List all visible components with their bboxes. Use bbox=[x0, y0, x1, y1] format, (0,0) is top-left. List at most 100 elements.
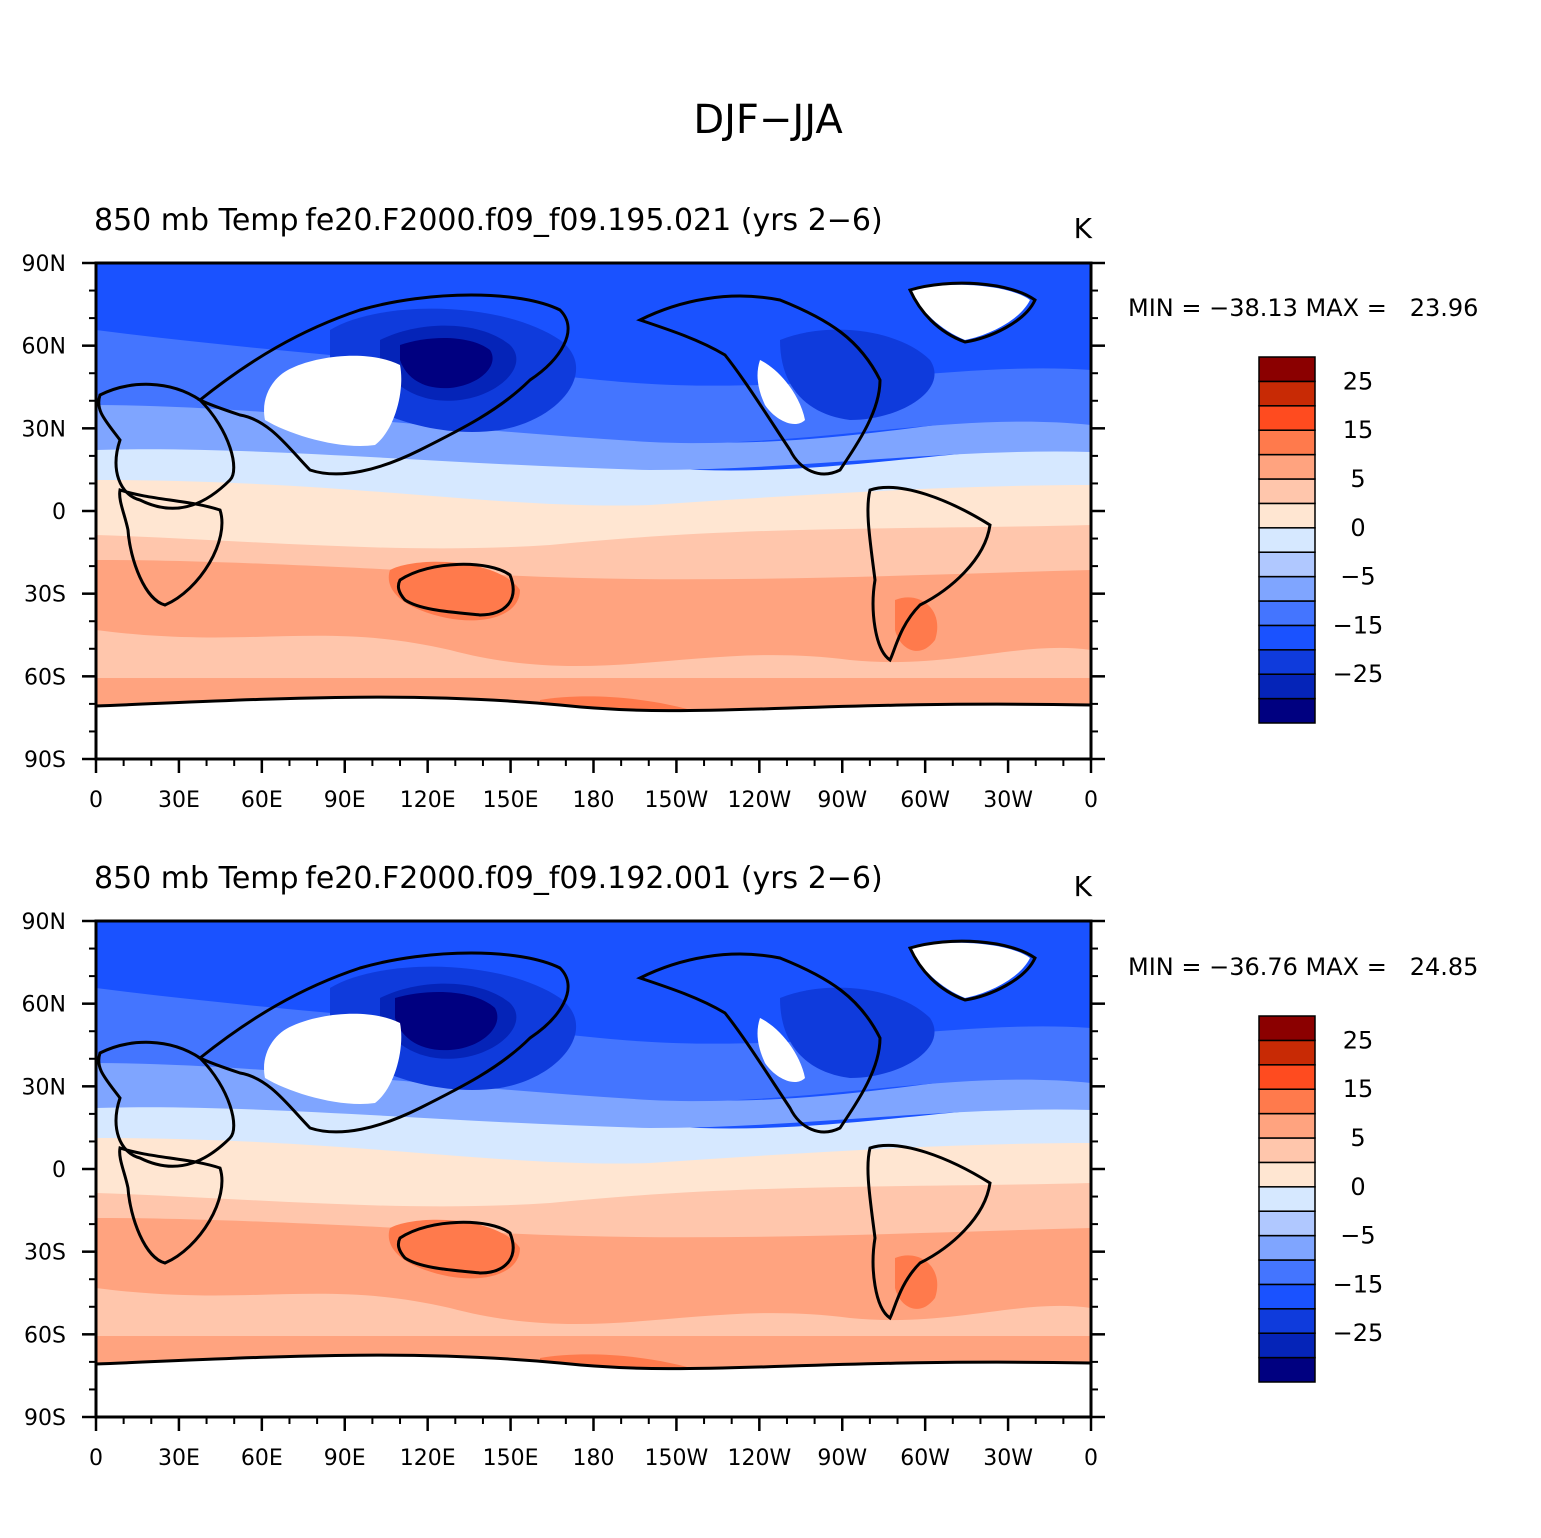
lon-tick-label: 150W bbox=[645, 1446, 709, 1471]
colorbar-box bbox=[1258, 624, 1316, 651]
lat-tick-label: 0 bbox=[52, 500, 66, 525]
colorbar-box bbox=[1258, 1064, 1316, 1090]
lon-tick-label: 0 bbox=[89, 1446, 103, 1471]
colorbar-box bbox=[1258, 1308, 1316, 1334]
lon-tick-label: 60W bbox=[900, 1446, 950, 1471]
colorbar-box bbox=[1258, 1137, 1316, 1164]
colorbar-tick-label: −15 bbox=[1333, 611, 1384, 639]
colorbar-tick-label: 0 bbox=[1350, 1173, 1365, 1201]
coastlines bbox=[96, 939, 1091, 1371]
min-max-stats: MIN = −38.13 MAX = 23.96 bbox=[1128, 294, 1478, 322]
map-field bbox=[96, 263, 1091, 759]
colorbar-tick-label: −5 bbox=[1340, 563, 1375, 591]
colorbar-box bbox=[1258, 697, 1316, 724]
lon-tick-label: 60W bbox=[900, 788, 950, 813]
colorbar-tick-label: −25 bbox=[1333, 1319, 1384, 1347]
lon-tick-label: 120E bbox=[400, 1446, 456, 1471]
lon-tick-label: 180 bbox=[573, 1446, 615, 1471]
lat-tick-label: 30N bbox=[22, 417, 66, 442]
panel-units-label: K bbox=[1074, 870, 1093, 903]
colorbar-box bbox=[1258, 1283, 1316, 1310]
lat-tick-label: 60N bbox=[22, 335, 66, 360]
colorbar-box bbox=[1258, 1259, 1316, 1286]
colorbar-box bbox=[1258, 575, 1316, 602]
colorbar-box bbox=[1258, 1332, 1316, 1359]
lat-tick-label: 90S bbox=[24, 748, 66, 773]
colorbar-box bbox=[1258, 673, 1316, 700]
colorbar-box bbox=[1258, 1112, 1316, 1139]
panel-units-label: K bbox=[1074, 212, 1093, 245]
coastlines bbox=[96, 281, 1091, 713]
lon-tick-label: 150W bbox=[645, 788, 709, 813]
map-panel-bottom: 850 mb Temp fe20.F2000.f09_f09.192.001 (… bbox=[22, 861, 1479, 1471]
colorbar-tick-label: 5 bbox=[1350, 1124, 1365, 1152]
colorbar-box bbox=[1258, 1210, 1316, 1237]
lon-tick-label: 90E bbox=[324, 1446, 366, 1471]
colorbar-box bbox=[1258, 1186, 1316, 1212]
lon-tick-label: 0 bbox=[89, 788, 103, 813]
colorbar-box bbox=[1258, 1161, 1316, 1188]
lon-tick-label: 150E bbox=[483, 1446, 539, 1471]
colorbar-box bbox=[1258, 405, 1316, 431]
colorbar-box bbox=[1258, 551, 1316, 578]
lon-tick-label: 60E bbox=[241, 788, 283, 813]
colorbar-box bbox=[1258, 356, 1316, 383]
colorbar-tick-label: 0 bbox=[1350, 514, 1365, 542]
lon-tick-label: 90W bbox=[817, 788, 867, 813]
lat-tick-label: 90N bbox=[22, 252, 66, 277]
colorbar-tick-label: 15 bbox=[1343, 1075, 1374, 1103]
lon-tick-label: 0 bbox=[1084, 788, 1098, 813]
panel-variable-label: 850 mb Temp bbox=[94, 203, 299, 238]
lon-tick-label: 180 bbox=[573, 788, 615, 813]
colorbar-tick-label: 15 bbox=[1343, 416, 1374, 444]
map-panel-top: 850 mb Temp fe20.F2000.f09_f09.195.021 (… bbox=[22, 203, 1479, 813]
lon-tick-label: 120W bbox=[727, 788, 791, 813]
colorbar-tick-label: 25 bbox=[1343, 367, 1374, 395]
lon-tick-label: 150E bbox=[483, 788, 539, 813]
lat-tick-label: 90N bbox=[22, 910, 66, 935]
lat-tick-label: 60N bbox=[22, 993, 66, 1018]
colorbar-box bbox=[1258, 1234, 1316, 1261]
lon-tick-label: 60E bbox=[241, 1446, 283, 1471]
colorbar-box bbox=[1258, 1015, 1316, 1042]
lon-axis: 0 30E 60E 90E 120E 150E 180 150W 120W 90W 60W 30W 0 bbox=[89, 1417, 1098, 1471]
colorbar-box bbox=[1258, 380, 1316, 407]
lon-tick-label: 30W bbox=[983, 788, 1033, 813]
panel-case-label: fe20.F2000.f09_f09.192.001 (yrs 2−6) bbox=[305, 861, 882, 896]
lon-tick-label: 90E bbox=[324, 788, 366, 813]
colorbar-box bbox=[1258, 1356, 1316, 1383]
lon-tick-label: 90W bbox=[817, 1446, 867, 1471]
colorbar-box bbox=[1258, 600, 1316, 627]
colorbar-box bbox=[1258, 429, 1316, 456]
colorbar-box bbox=[1258, 649, 1316, 675]
colorbar-tick-label: 5 bbox=[1350, 465, 1365, 493]
colorbar-tick-label: −5 bbox=[1340, 1222, 1375, 1250]
panel-case-label: fe20.F2000.f09_f09.195.021 (yrs 2−6) bbox=[305, 203, 882, 238]
lat-tick-label: 30N bbox=[22, 1075, 66, 1100]
lon-tick-label: 30E bbox=[158, 1446, 200, 1471]
lat-tick-label: 60S bbox=[24, 665, 66, 690]
colorbar: −25 −15 −5 0 5 15 25 bbox=[1258, 1015, 1384, 1383]
colorbar-box bbox=[1258, 478, 1316, 505]
lon-tick-label: 120E bbox=[400, 788, 456, 813]
lat-axis: 90N 60N 30N 0 30S 60S 90S bbox=[22, 910, 1105, 1431]
colorbar-tick-label: 25 bbox=[1343, 1026, 1374, 1054]
lat-tick-label: 30S bbox=[24, 583, 66, 608]
lat-tick-label: 30S bbox=[24, 1241, 66, 1266]
colorbar-box bbox=[1258, 527, 1316, 553]
colorbar-box bbox=[1258, 453, 1316, 480]
lat-tick-label: 0 bbox=[52, 1158, 66, 1183]
lat-axis: 90N 60N 30N 0 30S 60S 90S bbox=[22, 252, 1105, 773]
colorbar-box bbox=[1258, 1088, 1316, 1115]
colorbar-tick-label: −25 bbox=[1333, 660, 1384, 688]
lon-axis: 0 30E 60E 90E 120E 150E 180 150W 120W 90W 60W 30W 0 bbox=[89, 759, 1098, 813]
lat-tick-label: 90S bbox=[24, 1406, 66, 1431]
lon-tick-label: 30E bbox=[158, 788, 200, 813]
lon-tick-label: 0 bbox=[1084, 1446, 1098, 1471]
map-field bbox=[96, 921, 1091, 1417]
lon-tick-label: 120W bbox=[727, 1446, 791, 1471]
lon-tick-label: 30W bbox=[983, 1446, 1033, 1471]
colorbar-box bbox=[1258, 1039, 1316, 1066]
colorbar-tick-label: −15 bbox=[1333, 1270, 1384, 1298]
